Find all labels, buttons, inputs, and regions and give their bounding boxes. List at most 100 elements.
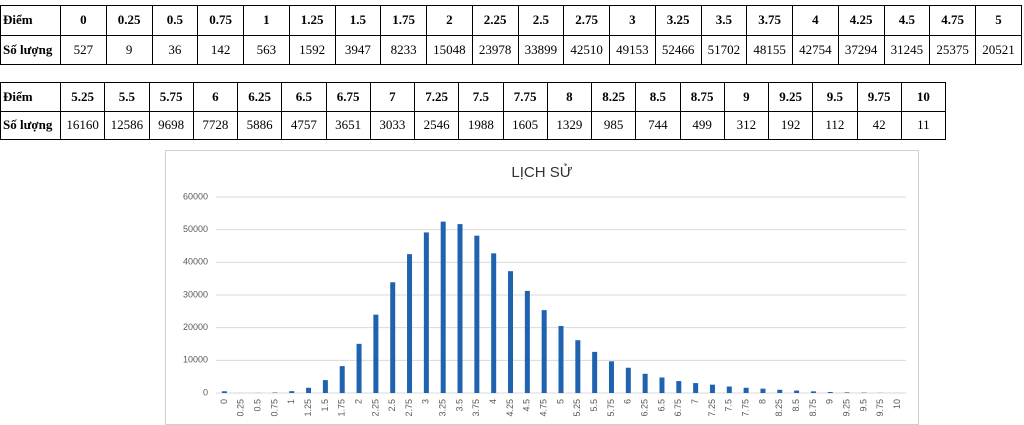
score-cell: 3 — [609, 5, 656, 36]
chart: LỊCH SỬ 0 10000 20000 30000 40000 50000 60000 0… — [165, 150, 919, 425]
score-cell: 0 — [60, 5, 107, 36]
score-cell: 5 — [975, 5, 1022, 36]
x-tick-label: 9.75 — [875, 399, 885, 417]
count-cell: 23978 — [471, 34, 519, 65]
count-cell: 744 — [635, 110, 681, 140]
score-cell: 5.25 — [59, 82, 106, 112]
x-tick-label: 5.5 — [589, 399, 599, 412]
x-tick-label: 2 — [353, 399, 363, 404]
count-cell: 51702 — [700, 34, 748, 65]
x-tick-label: 3.25 — [438, 399, 448, 417]
bar — [390, 282, 396, 393]
bar — [642, 373, 648, 393]
x-tick-label: 7.75 — [740, 399, 750, 417]
score-cell: 9.25 — [767, 82, 814, 112]
count-cell: 48155 — [746, 34, 793, 65]
count-cell: 563 — [243, 34, 290, 65]
count-cell: 37294 — [837, 34, 885, 65]
x-tick-label: 2.5 — [387, 399, 397, 412]
count-cell: 1329 — [546, 110, 593, 140]
bar — [743, 387, 749, 393]
bar — [760, 388, 766, 393]
x-tick-label: 10 — [892, 399, 902, 409]
row-label: Số lượng — [0, 110, 61, 140]
x-tick-label: 3.75 — [471, 399, 481, 417]
bar — [289, 391, 295, 393]
bar — [322, 380, 328, 393]
score-table: Điểm 0 0.25 0.5 0.75 1 1.25 1.5 1.75 2 2.25 2.5 2.75… — [0, 5, 1022, 65]
x-tick-label: 9.25 — [841, 399, 851, 417]
bar — [810, 391, 816, 393]
bar — [558, 325, 564, 393]
score-cell: 7.75 — [502, 82, 548, 112]
x-tick-label: 4 — [488, 399, 498, 404]
bar — [356, 343, 362, 393]
count-cell: 3033 — [369, 110, 416, 140]
y-tick-label: 0 — [203, 387, 208, 397]
bar — [508, 271, 514, 393]
x-tick-label: 2.75 — [404, 399, 414, 417]
x-tick-label: 6.5 — [656, 399, 666, 412]
score-cell: 1.5 — [334, 5, 382, 36]
bar — [709, 384, 715, 393]
count-cell: 42 — [856, 110, 902, 140]
count-cell: 15048 — [426, 34, 473, 65]
table-row: Điểm 5.25 5.5 5.75 6 6.25 6.5 6.75 7 7.25 7.5 7.75 8… — [0, 82, 947, 112]
count-cell: 2546 — [413, 110, 460, 140]
row-label: Điểm — [0, 82, 61, 112]
score-cell: 9 — [723, 82, 770, 112]
x-tick-label: 4.75 — [539, 399, 549, 417]
score-cell: 4.25 — [837, 5, 885, 36]
count-cell: 33899 — [517, 34, 565, 65]
bar — [339, 366, 345, 393]
count-cell: 527 — [60, 34, 107, 65]
bar — [306, 387, 312, 393]
x-tick-label: 1.5 — [320, 399, 330, 412]
x-tick-label: 1 — [286, 399, 296, 404]
bar — [575, 340, 581, 393]
x-tick-label: 7 — [690, 399, 700, 404]
count-cell: 16160 — [59, 110, 106, 140]
x-tick-label: 7.5 — [724, 399, 734, 412]
score-cell: 1 — [243, 5, 290, 36]
score-cell: 5.5 — [104, 82, 150, 112]
y-tick-label: 60000 — [183, 191, 208, 201]
score-table: Điểm 5.25 5.5 5.75 6 6.25 6.5 6.75 7 7.25 7.5 7.75 8… — [0, 82, 947, 140]
score-cell: 0.25 — [105, 5, 153, 36]
y-tick-label: 50000 — [183, 224, 208, 234]
bar — [827, 391, 833, 393]
bar — [592, 351, 598, 393]
bar — [373, 314, 379, 393]
count-cell: 142 — [197, 34, 244, 65]
count-cell: 12586 — [104, 110, 150, 140]
x-tick-label: 0.5 — [252, 399, 262, 412]
count-cell: 8233 — [380, 34, 427, 65]
bar — [440, 221, 446, 393]
score-cell: 3.5 — [700, 5, 748, 36]
bar — [407, 254, 413, 393]
count-cell: 20521 — [975, 34, 1022, 65]
x-tick-label: 1.75 — [337, 399, 347, 417]
x-tick-label: 2.25 — [370, 399, 380, 417]
score-cell: 10 — [900, 82, 947, 112]
count-cell: 9 — [105, 34, 153, 65]
bar — [457, 224, 463, 393]
bar — [221, 391, 227, 393]
x-tick-label: 7.25 — [707, 399, 717, 417]
bar — [726, 386, 732, 393]
bar — [693, 383, 699, 393]
x-tick-label: 6.75 — [673, 399, 683, 417]
score-cell: 1.75 — [380, 5, 427, 36]
score-cell: 2.75 — [563, 5, 610, 36]
row-label: Điểm — [0, 5, 61, 36]
count-cell: 3651 — [325, 110, 371, 140]
bar — [777, 389, 783, 393]
score-cell: 8.75 — [679, 82, 725, 112]
score-cell: 7.5 — [458, 82, 504, 112]
chart-title: LỊCH SỬ — [511, 163, 572, 181]
bar — [524, 290, 530, 393]
table-row: Số lượng 527 9 36 142 563 1592 3947 8233 15048 239… — [0, 34, 1022, 65]
score-cell: 6.5 — [281, 82, 327, 112]
count-cell: 9698 — [148, 110, 194, 140]
